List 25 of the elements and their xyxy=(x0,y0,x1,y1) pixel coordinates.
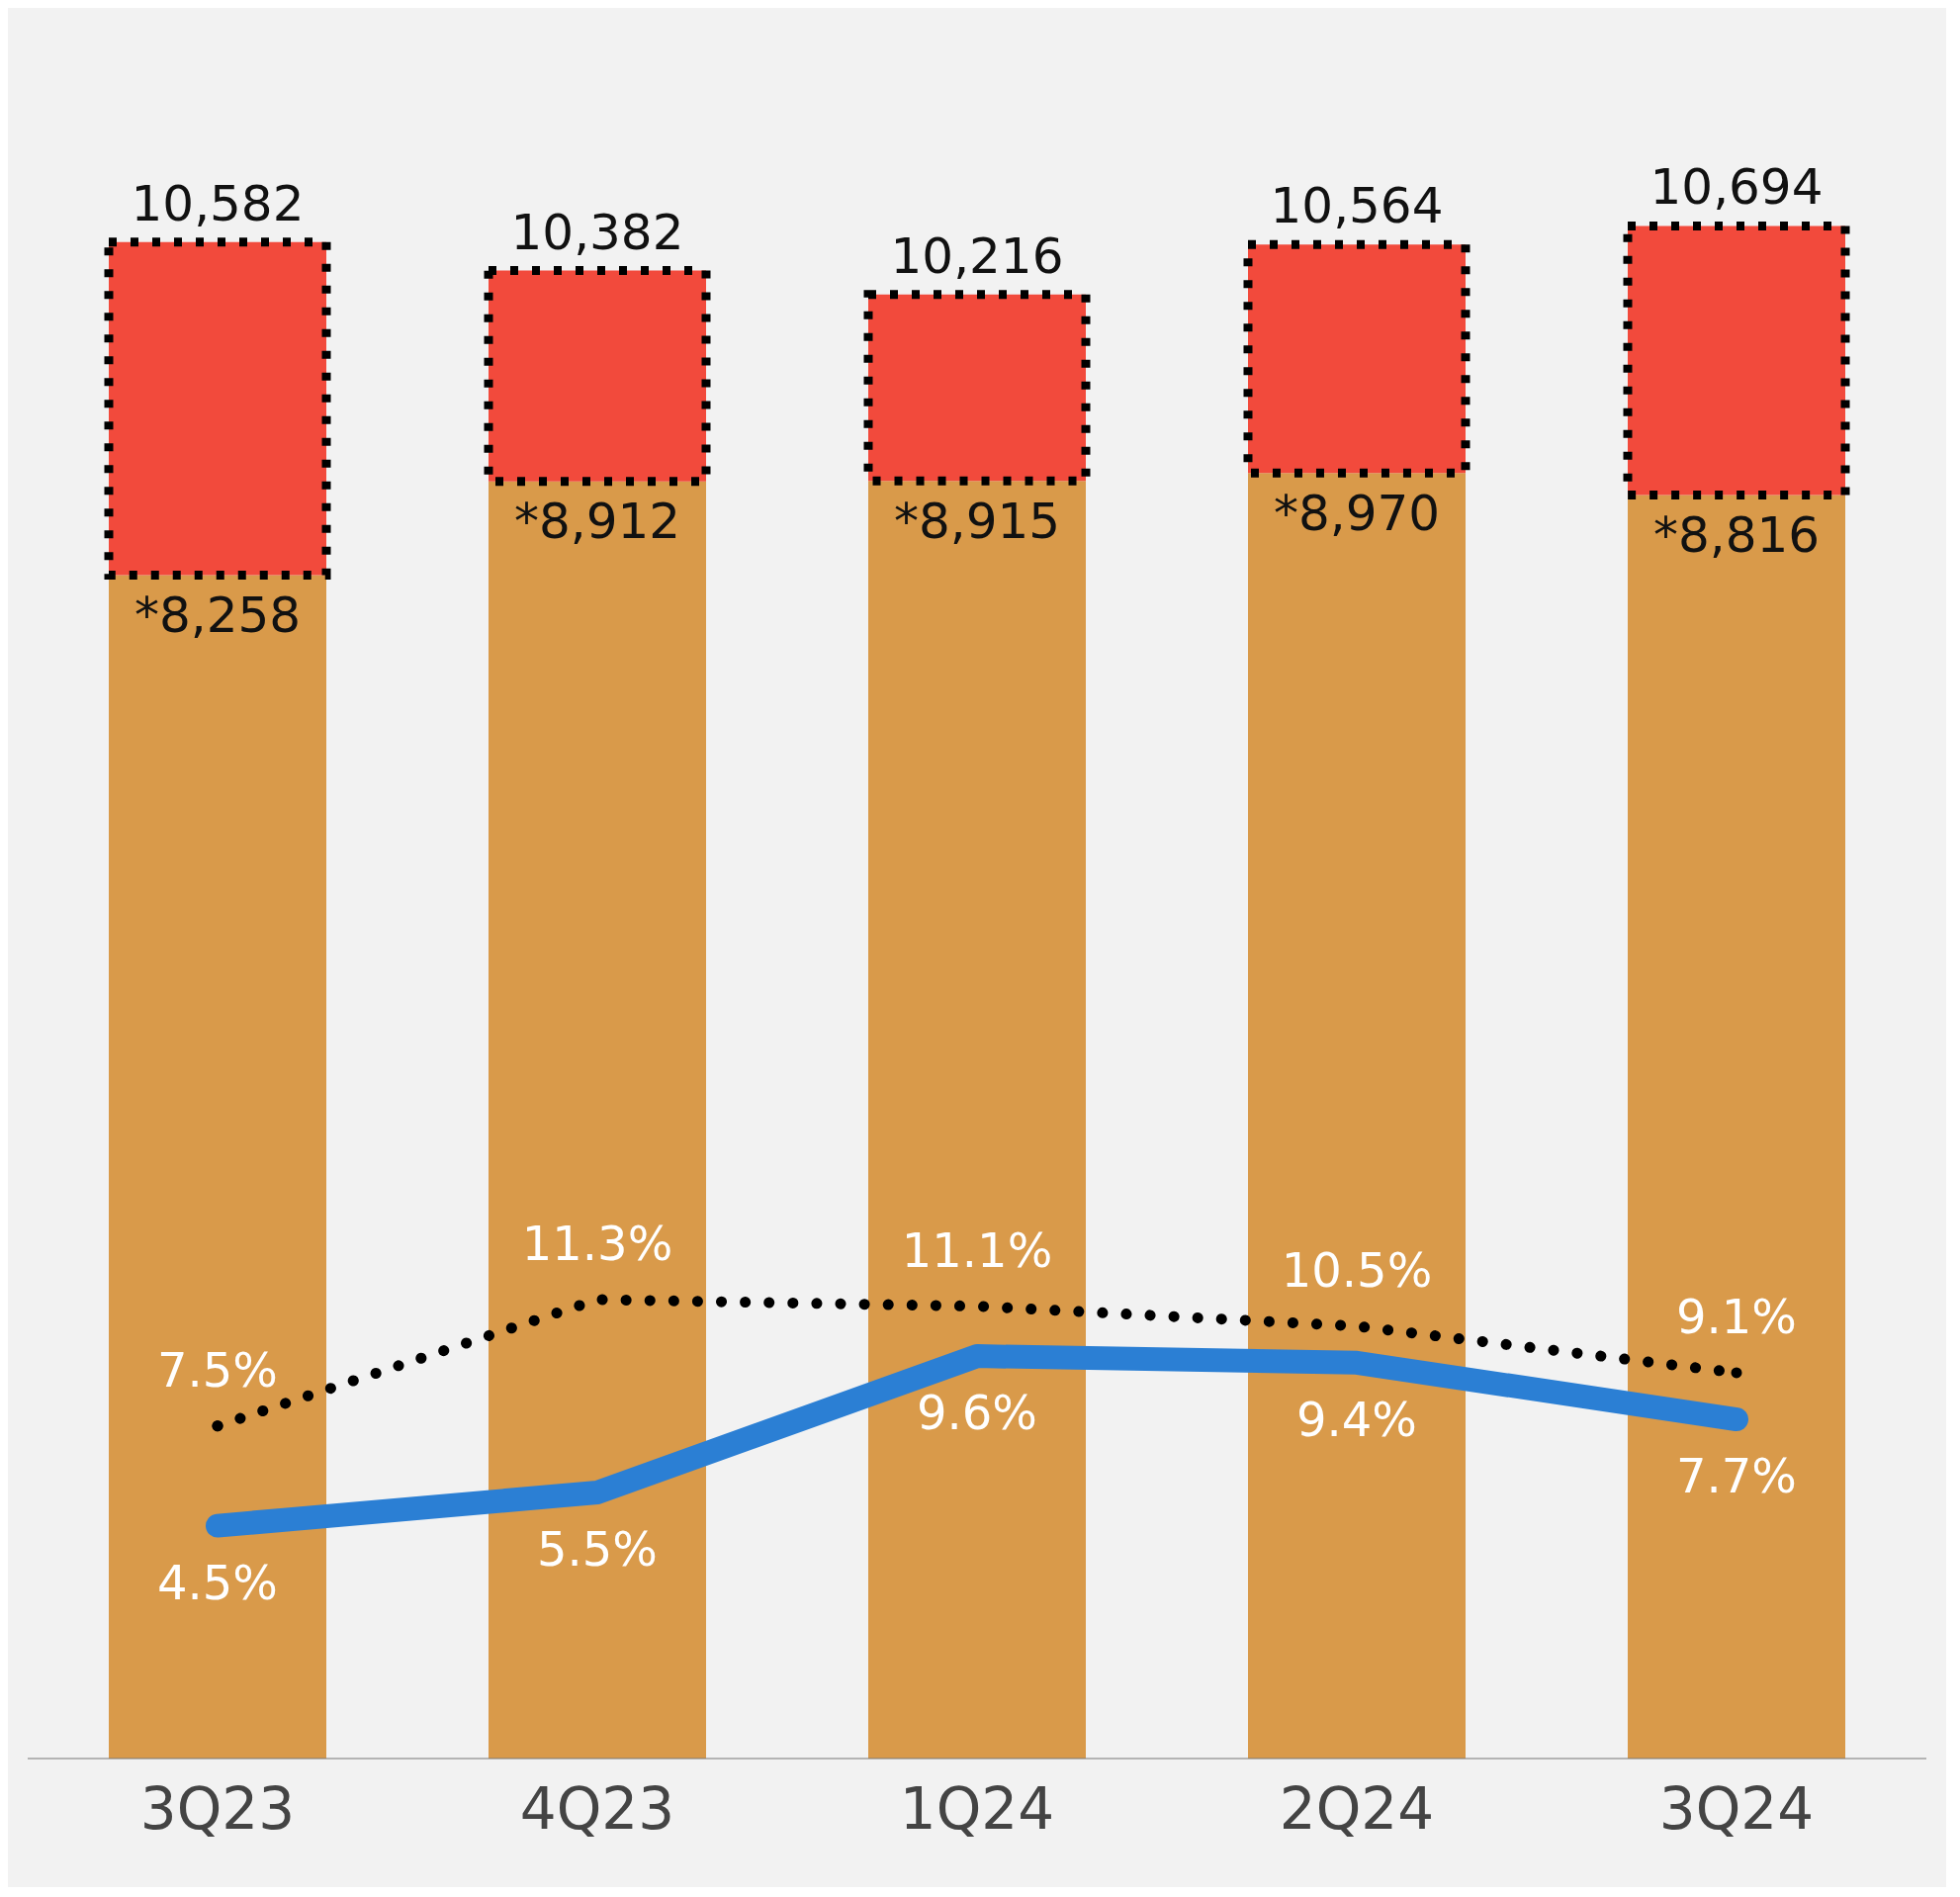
data-label: *8,915 xyxy=(893,492,1061,550)
data-label: 10.5% xyxy=(1281,1241,1433,1298)
data-label: 5.5% xyxy=(537,1521,658,1578)
total-label: 10,382 xyxy=(510,203,684,261)
data-label: 11.3% xyxy=(521,1215,673,1271)
data-label: 4.5% xyxy=(157,1554,278,1610)
total-label: 10,216 xyxy=(890,226,1064,285)
data-label: *8,816 xyxy=(1652,506,1821,565)
data-label: *8,258 xyxy=(134,586,302,644)
x-tick-label: 1Q24 xyxy=(899,1775,1055,1844)
total-label: 10,582 xyxy=(131,174,305,232)
x-tick-label: 2Q24 xyxy=(1279,1775,1435,1844)
data-label: 11.1% xyxy=(901,1221,1053,1278)
data-label: 9.4% xyxy=(1296,1391,1417,1447)
data-label: *8,912 xyxy=(513,493,681,551)
total-label: 10,694 xyxy=(1649,158,1824,217)
x-tick-label: 4Q23 xyxy=(519,1775,675,1844)
data-label: *8,970 xyxy=(1273,484,1441,542)
data-label: 9.1% xyxy=(1676,1288,1797,1344)
data-label: 7.5% xyxy=(157,1341,278,1398)
x-tick-label: 3Q24 xyxy=(1658,1775,1815,1844)
x-tick-label: 3Q23 xyxy=(139,1775,296,1844)
total-label: 10,564 xyxy=(1270,177,1444,235)
data-label: 9.6% xyxy=(917,1385,1037,1441)
data-label: 7.7% xyxy=(1676,1448,1797,1504)
